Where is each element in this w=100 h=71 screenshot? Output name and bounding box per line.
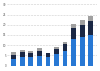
Bar bbox=[63, 42, 67, 44]
Bar bbox=[54, 54, 59, 66]
Bar bbox=[71, 28, 76, 39]
Bar bbox=[88, 21, 93, 35]
Bar bbox=[71, 24, 76, 28]
Bar bbox=[80, 20, 85, 25]
Bar bbox=[20, 52, 25, 57]
Bar bbox=[46, 53, 50, 57]
Bar bbox=[11, 59, 16, 66]
Bar bbox=[71, 39, 76, 66]
Bar bbox=[28, 53, 33, 57]
Bar bbox=[54, 49, 59, 54]
Bar bbox=[63, 44, 67, 51]
Bar bbox=[37, 56, 42, 66]
Bar bbox=[20, 57, 25, 66]
Bar bbox=[11, 52, 16, 55]
Bar bbox=[88, 35, 93, 66]
Bar bbox=[80, 25, 85, 37]
Bar bbox=[63, 51, 67, 66]
Bar bbox=[46, 57, 50, 66]
Bar bbox=[37, 48, 42, 51]
Bar bbox=[88, 16, 93, 21]
Bar bbox=[80, 37, 85, 66]
Bar bbox=[54, 47, 59, 49]
Bar bbox=[28, 51, 33, 53]
Bar bbox=[11, 55, 16, 59]
Bar bbox=[37, 51, 42, 56]
Bar bbox=[28, 57, 33, 66]
Bar bbox=[20, 50, 25, 52]
